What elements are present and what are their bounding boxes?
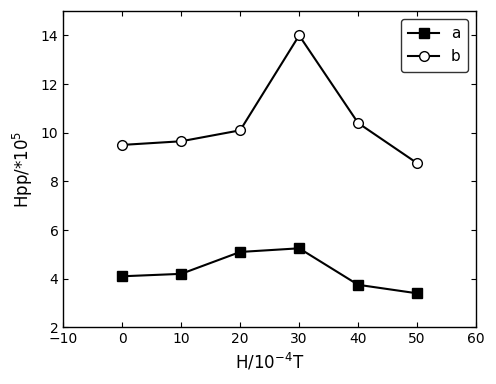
Line: a: a	[118, 243, 422, 298]
a	[119, 274, 125, 278]
a	[296, 246, 302, 251]
a	[355, 283, 361, 287]
a	[414, 291, 420, 296]
b	[355, 121, 361, 125]
b	[296, 33, 302, 38]
Line: b: b	[118, 31, 422, 168]
a	[237, 250, 243, 254]
b	[119, 142, 125, 147]
Legend: a, b: a, b	[401, 19, 468, 72]
Y-axis label: Hpp/*10$^{5}$: Hpp/*10$^{5}$	[11, 131, 35, 208]
b	[414, 161, 420, 166]
b	[237, 128, 243, 132]
b	[178, 139, 184, 144]
a	[178, 271, 184, 276]
X-axis label: H/10$^{-4}$T: H/10$^{-4}$T	[235, 352, 305, 373]
